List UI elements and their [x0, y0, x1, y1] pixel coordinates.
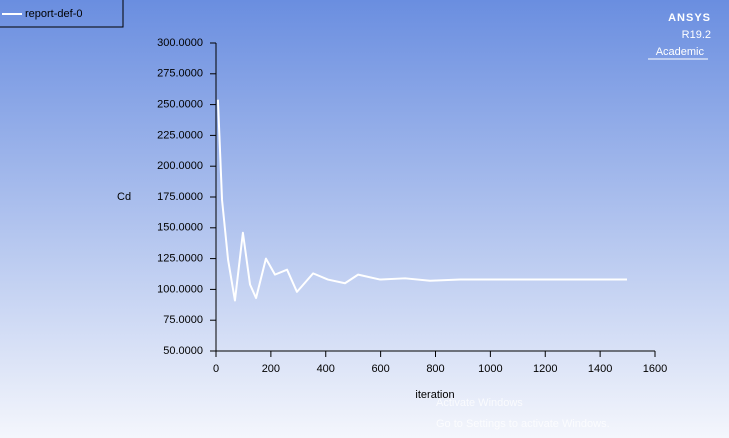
y-axis-label: Cd [117, 191, 131, 203]
x-tick-label: 1200 [533, 363, 557, 375]
legend-box [0, 0, 124, 28]
x-tick-label: 600 [371, 363, 389, 375]
x-tick-label: 800 [426, 363, 444, 375]
y-tick-label: 150.0000 [157, 222, 203, 234]
x-tick-label: 1000 [478, 363, 502, 375]
x-axis-label: iteration [415, 389, 454, 401]
y-tick-label: 100.0000 [157, 283, 203, 295]
y-tick-label: 125.0000 [157, 253, 203, 265]
watermark-subtitle: Go to Settings to activate Windows. [436, 418, 610, 430]
x-tick-label: 1600 [643, 363, 667, 375]
logo-brand: ANSYS [668, 12, 711, 24]
y-tick-label: 225.0000 [157, 129, 203, 141]
logo-version: R19.2 [682, 29, 711, 41]
y-tick-label: 50.0000 [163, 345, 203, 357]
y-tick-label: 175.0000 [157, 191, 203, 203]
watermark-title: Activate Windows [436, 397, 523, 409]
y-tick-label: 250.0000 [157, 99, 203, 111]
y-tick-label: 300.0000 [157, 37, 203, 49]
x-tick-label: 1400 [588, 363, 612, 375]
legend-label: report-def-0 [25, 8, 82, 20]
y-tick-label: 75.0000 [163, 314, 203, 326]
data-line [216, 99, 628, 302]
x-tick-label: 200 [262, 363, 280, 375]
y-tick-label: 275.0000 [157, 68, 203, 80]
y-tick-label: 200.0000 [157, 160, 203, 172]
x-tick-label: 400 [317, 363, 335, 375]
x-tick-label: 0 [213, 363, 219, 375]
logo-edition: Academic [656, 46, 705, 58]
